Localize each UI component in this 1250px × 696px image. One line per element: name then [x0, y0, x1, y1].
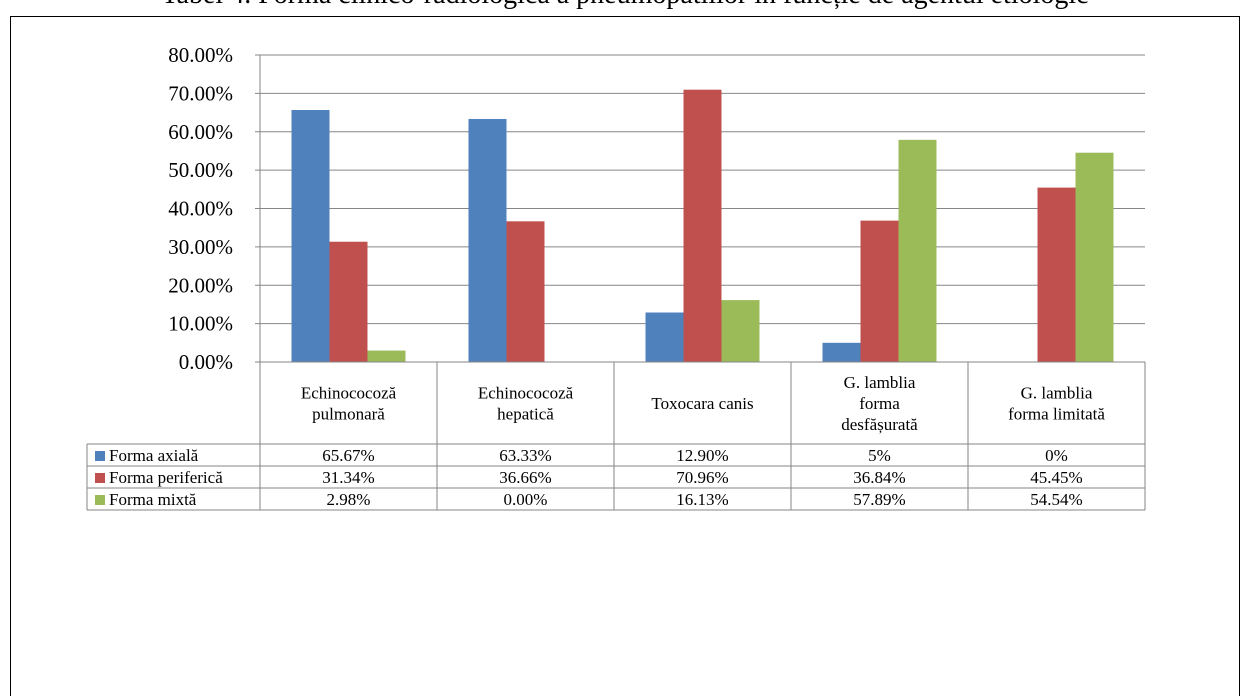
bar — [367, 350, 406, 362]
y-tick-label: 80.00% — [168, 43, 233, 67]
legend-key — [95, 495, 105, 505]
x-tick-label: G. lamblia — [844, 373, 916, 392]
y-tick-label: 30.00% — [168, 235, 233, 259]
table-value: 36.84% — [853, 468, 905, 487]
bar — [468, 118, 507, 362]
bar — [329, 241, 368, 362]
x-tick-label: pulmonară — [312, 405, 385, 424]
table-value: 16.13% — [676, 490, 728, 509]
table-series-name: Forma periferică — [109, 468, 223, 487]
table-value: 0% — [1045, 446, 1068, 465]
x-tick-label: forma — [859, 394, 900, 413]
legend-key — [95, 451, 105, 461]
y-tick-label: 20.00% — [168, 273, 233, 297]
x-tick-label: Toxocara canis — [651, 394, 753, 413]
y-tick-label: 10.00% — [168, 312, 233, 336]
bar — [721, 300, 760, 362]
x-tick-label: forma limitată — [1008, 405, 1105, 424]
table-value: 2.98% — [327, 490, 371, 509]
x-tick-label: G. lamblia — [1021, 384, 1093, 403]
page-caption: Tabel 4. Forma clinico-radiologică a pne… — [0, 0, 1250, 11]
bar — [683, 89, 722, 362]
bar-chart: 0.00% 10.00% 20.00% 30.00% 40.00% 50.00% 60.00… — [86, 43, 1146, 511]
y-tick-label: 50.00% — [168, 158, 233, 182]
x-tick-label: desfășurată — [841, 415, 918, 434]
table-value: 63.33% — [499, 446, 551, 465]
table-value: 54.54% — [1030, 490, 1082, 509]
table-value: 0.00% — [504, 490, 548, 509]
bar — [645, 312, 684, 362]
table-value: 5% — [868, 446, 891, 465]
bar — [291, 109, 330, 362]
table-value: 70.96% — [676, 468, 728, 487]
y-tick-label: 0.00% — [179, 350, 233, 374]
table-value: 45.45% — [1030, 468, 1082, 487]
x-tick-label: Echinococoză — [301, 384, 397, 403]
table-series-name: Forma axială — [109, 446, 199, 465]
table-series-name: Forma mixtă — [109, 490, 197, 509]
legend-key — [95, 473, 105, 483]
bar — [822, 342, 861, 362]
x-tick-label: Echinococoză — [478, 384, 574, 403]
document-frame — [10, 16, 1240, 696]
table-value: 65.67% — [322, 446, 374, 465]
y-tick-label: 60.00% — [168, 120, 233, 144]
table-value: 36.66% — [499, 468, 551, 487]
bar — [898, 139, 937, 362]
y-tick-label: 70.00% — [168, 81, 233, 105]
bar — [860, 220, 899, 362]
y-tick-label: 40.00% — [168, 197, 233, 221]
bar — [1037, 187, 1076, 362]
bar — [1075, 152, 1114, 362]
table-value: 57.89% — [853, 490, 905, 509]
bar — [506, 221, 545, 362]
x-tick-label: hepatică — [497, 405, 554, 424]
table-value: 12.90% — [676, 446, 728, 465]
table-value: 31.34% — [322, 468, 374, 487]
